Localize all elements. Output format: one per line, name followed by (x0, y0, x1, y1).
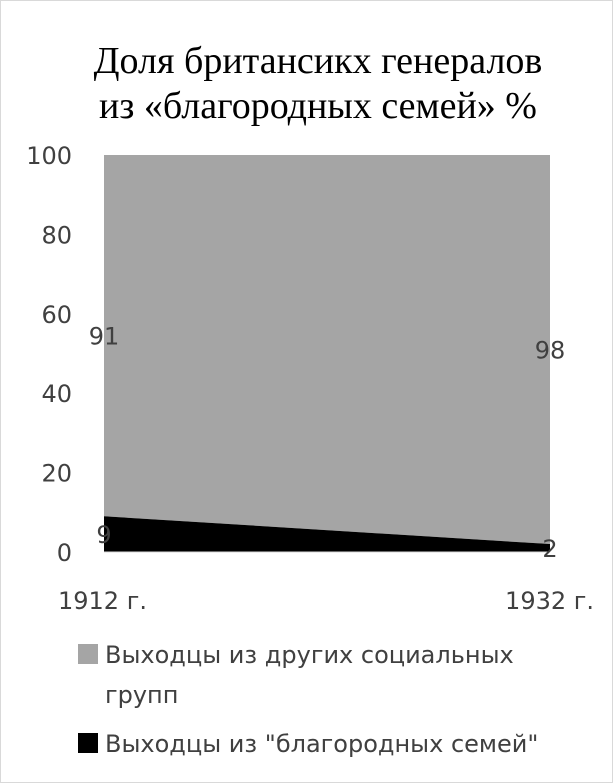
y-axis: 0 20 40 60 80 100 (26, 142, 72, 567)
y-tick-label: 60 (41, 301, 72, 329)
legend-entry-1: Выходцы из "благородных семей" (78, 730, 538, 758)
x-tick-label: 1932 г. (505, 587, 594, 615)
y-tick-label: 40 (41, 380, 72, 408)
legend-label: Выходцы из "благородных семей" (105, 730, 538, 758)
data-labels: 9 2 91 98 (89, 323, 566, 563)
legend-entry-0: Выходцы из других социальных групп (78, 641, 514, 709)
legend-swatch (78, 733, 98, 753)
chart-title-line-1: Доля британсикх генералов (94, 40, 543, 82)
legend-swatch (78, 644, 98, 664)
y-tick-label: 20 (41, 460, 72, 488)
x-axis: 1912 г. 1932 г. (58, 551, 594, 615)
y-tick-label: 80 (41, 221, 72, 249)
area-series-0 (104, 516, 550, 552)
y-tick-label: 0 (57, 539, 72, 567)
legend: Выходцы из других социальныхгруппВыходцы… (78, 641, 538, 758)
legend-label: Выходцы из других социальных (105, 641, 514, 669)
y-tick-label: 100 (26, 142, 72, 170)
data-label: 91 (89, 323, 120, 351)
area-series-1 (104, 155, 550, 545)
data-label: 98 (535, 337, 566, 365)
legend-label: групп (105, 681, 178, 709)
data-label: 9 (96, 521, 111, 549)
chart-title-line-2: из «благородных семей» % (99, 85, 537, 127)
plot-area (104, 155, 550, 552)
data-label: 2 (542, 535, 557, 563)
x-tick-label: 1912 г. (58, 587, 147, 615)
